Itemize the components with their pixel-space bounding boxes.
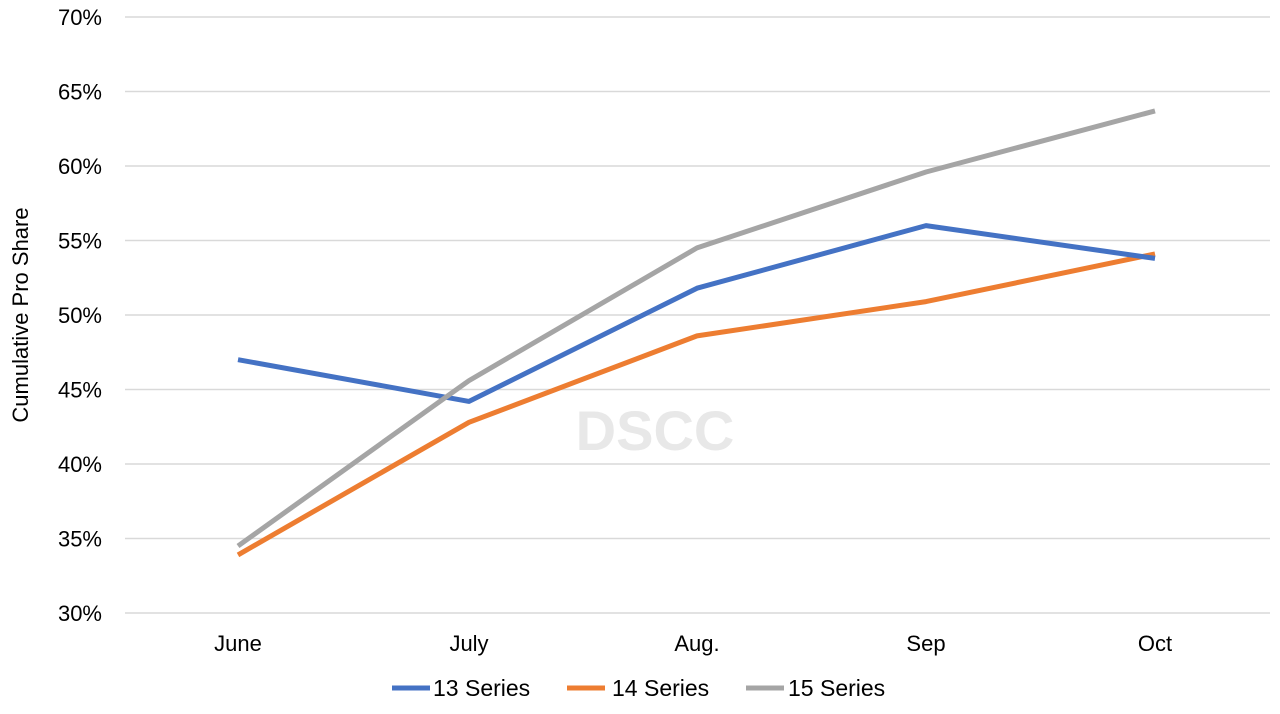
x-tick-label: July	[449, 631, 488, 656]
series-lines	[236, 108, 1156, 558]
y-tick-label: 35%	[58, 527, 102, 552]
y-tick-label: 65%	[58, 80, 102, 105]
gridlines	[125, 16, 1270, 614]
legend-label: 15 Series	[788, 675, 885, 701]
y-axis-tick-labels: 30% 35% 40% 45% 50% 55% 60% 65% 70%	[58, 5, 102, 626]
legend-label: 13 Series	[433, 675, 530, 701]
y-tick-label: 45%	[58, 378, 102, 403]
y-tick-label: 50%	[58, 303, 102, 328]
legend-label: 14 Series	[612, 675, 709, 701]
x-tick-label: June	[214, 631, 262, 656]
y-tick-label: 30%	[58, 601, 102, 626]
x-tick-label: Oct	[1138, 631, 1172, 656]
series-line-15-series	[236, 108, 1156, 549]
y-axis-title: Cumulative Pro Share	[8, 207, 33, 422]
y-tick-label: 60%	[58, 154, 102, 179]
series-line-13-series	[237, 223, 1156, 404]
watermark-text: DSCC	[576, 399, 735, 462]
y-tick-label: 40%	[58, 452, 102, 477]
y-tick-label: 70%	[58, 5, 102, 30]
x-axis-tick-labels: June July Aug. Sep Oct	[214, 631, 1172, 656]
x-tick-label: Sep	[906, 631, 945, 656]
y-tick-label: 55%	[58, 229, 102, 254]
x-tick-label: Aug.	[674, 631, 719, 656]
legend: 13 Series 14 Series 15 Series	[392, 675, 885, 701]
series-line-14-series	[236, 251, 1156, 558]
